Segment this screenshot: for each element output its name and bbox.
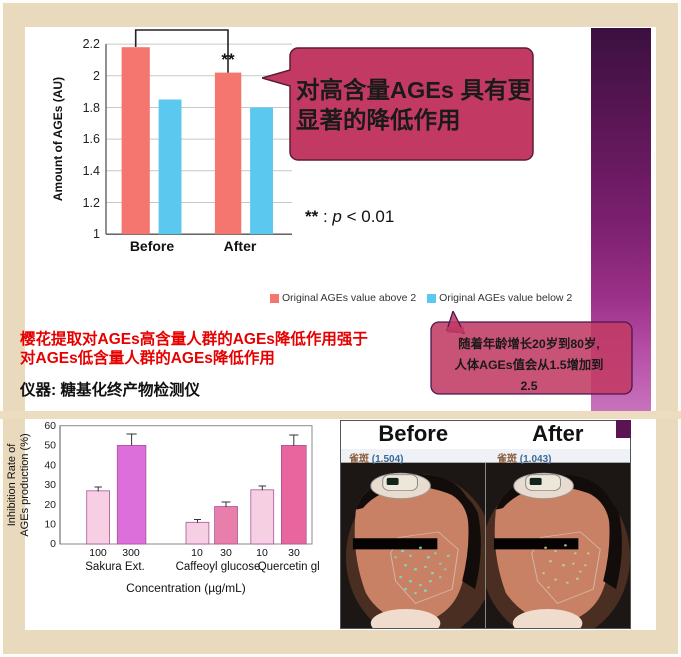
svg-text:10: 10 (256, 547, 268, 559)
svg-text:Inhibition Rate of: Inhibition Rate of (6, 443, 18, 526)
svg-text:300: 300 (122, 547, 140, 559)
svg-text:对高含量AGEs 具有更: 对高含量AGEs 具有更 (296, 76, 532, 103)
svg-text:2.2: 2.2 (83, 37, 100, 51)
svg-text:**: ** (221, 50, 235, 69)
svg-text:30: 30 (44, 479, 56, 491)
svg-text:20: 20 (44, 499, 56, 511)
svg-text:50: 50 (44, 440, 56, 452)
svg-text:Concentration (µg/mL): Concentration (µg/mL) (126, 581, 246, 595)
svg-text:随着年龄增长20岁到80岁,: 随着年龄增长20岁到80岁, (458, 336, 599, 351)
svg-text:60: 60 (44, 420, 56, 432)
svg-text:0: 0 (50, 538, 56, 550)
svg-text:100: 100 (89, 547, 107, 559)
svg-text:After: After (224, 238, 257, 254)
svg-text:1: 1 (93, 227, 100, 241)
svg-text:Amount of AGEs (AU): Amount of AGEs (AU) (51, 77, 65, 201)
svg-text:2.5: 2.5 (520, 379, 537, 393)
svg-text:10: 10 (191, 547, 203, 559)
svg-text:1.2: 1.2 (83, 196, 100, 210)
svg-text:Before: Before (130, 238, 175, 254)
svg-text:1.4: 1.4 (83, 164, 100, 178)
svg-text:Sakura Ext.: Sakura Ext. (85, 561, 144, 573)
svg-text:2: 2 (93, 69, 100, 83)
svg-text:30: 30 (220, 547, 232, 559)
svg-text:10: 10 (44, 519, 56, 531)
svg-text:显著的降低作用: 显著的降低作用 (296, 106, 461, 133)
svg-text:40: 40 (44, 459, 56, 471)
svg-text:人体AGEs值会从1.5增加到: 人体AGEs值会从1.5增加到 (455, 357, 604, 372)
svg-text:1.6: 1.6 (83, 132, 100, 146)
svg-text:Quercetin gluco: Quercetin gluco (258, 561, 320, 573)
svg-text:AGEs production (%): AGEs production (%) (19, 433, 31, 536)
svg-text:1.8: 1.8 (83, 101, 100, 115)
svg-text:30: 30 (288, 547, 300, 559)
svg-text:Caffeoyl glucose: Caffeoyl glucose (176, 561, 261, 573)
